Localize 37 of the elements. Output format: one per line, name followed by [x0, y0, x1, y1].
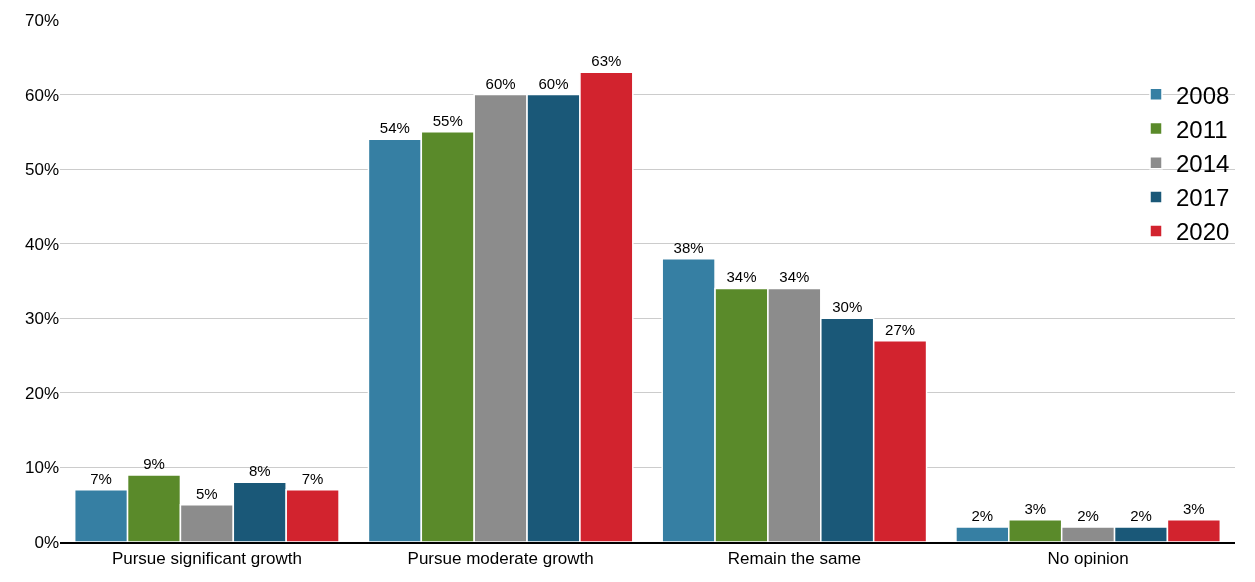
- y-tick-label: 30%: [24, 309, 59, 329]
- data-label: 2%: [1130, 507, 1152, 525]
- data-label: 34%: [726, 268, 757, 286]
- y-tick-label: 70%: [24, 10, 59, 30]
- data-label: 38%: [673, 238, 704, 256]
- legend-label: 2014: [1176, 150, 1230, 178]
- legend-label: 2011: [1176, 115, 1228, 143]
- y-tick-label: 20%: [24, 383, 59, 403]
- data-label: 7%: [90, 469, 112, 487]
- data-label: 63%: [591, 52, 622, 70]
- data-label: 60%: [538, 74, 569, 92]
- data-label: 3%: [1183, 499, 1205, 517]
- data-label: 55%: [432, 111, 463, 129]
- y-tick-label: 60%: [24, 85, 59, 105]
- data-label: 27%: [885, 320, 916, 338]
- x-tick-label: Remain the same: [727, 549, 861, 569]
- data-label: 5%: [196, 484, 218, 502]
- data-label: 2%: [971, 507, 994, 525]
- data-label: 54%: [379, 119, 410, 137]
- data-label: 2%: [1077, 507, 1099, 525]
- legend-label: 2008: [1176, 81, 1230, 109]
- data-label: 30%: [832, 298, 863, 316]
- y-tick-label: 40%: [24, 234, 59, 254]
- data-label: 3%: [1024, 499, 1047, 517]
- data-label: 9%: [143, 454, 165, 472]
- y-tick-label: 0%: [34, 532, 59, 552]
- data-label: 60%: [485, 74, 516, 92]
- y-tick-label: 10%: [24, 458, 59, 478]
- data-label: 8%: [248, 462, 271, 480]
- legend-label: 2020: [1176, 218, 1230, 246]
- legend-label: 2017: [1176, 184, 1230, 212]
- x-tick-label: No opinion: [1047, 549, 1129, 569]
- y-tick-label: 50%: [24, 160, 59, 180]
- data-label: 34%: [779, 268, 810, 286]
- x-tick-label: Pursue significant growth: [111, 549, 302, 569]
- x-tick-label: Pursue moderate growth: [407, 549, 594, 569]
- data-label: 7%: [301, 469, 324, 487]
